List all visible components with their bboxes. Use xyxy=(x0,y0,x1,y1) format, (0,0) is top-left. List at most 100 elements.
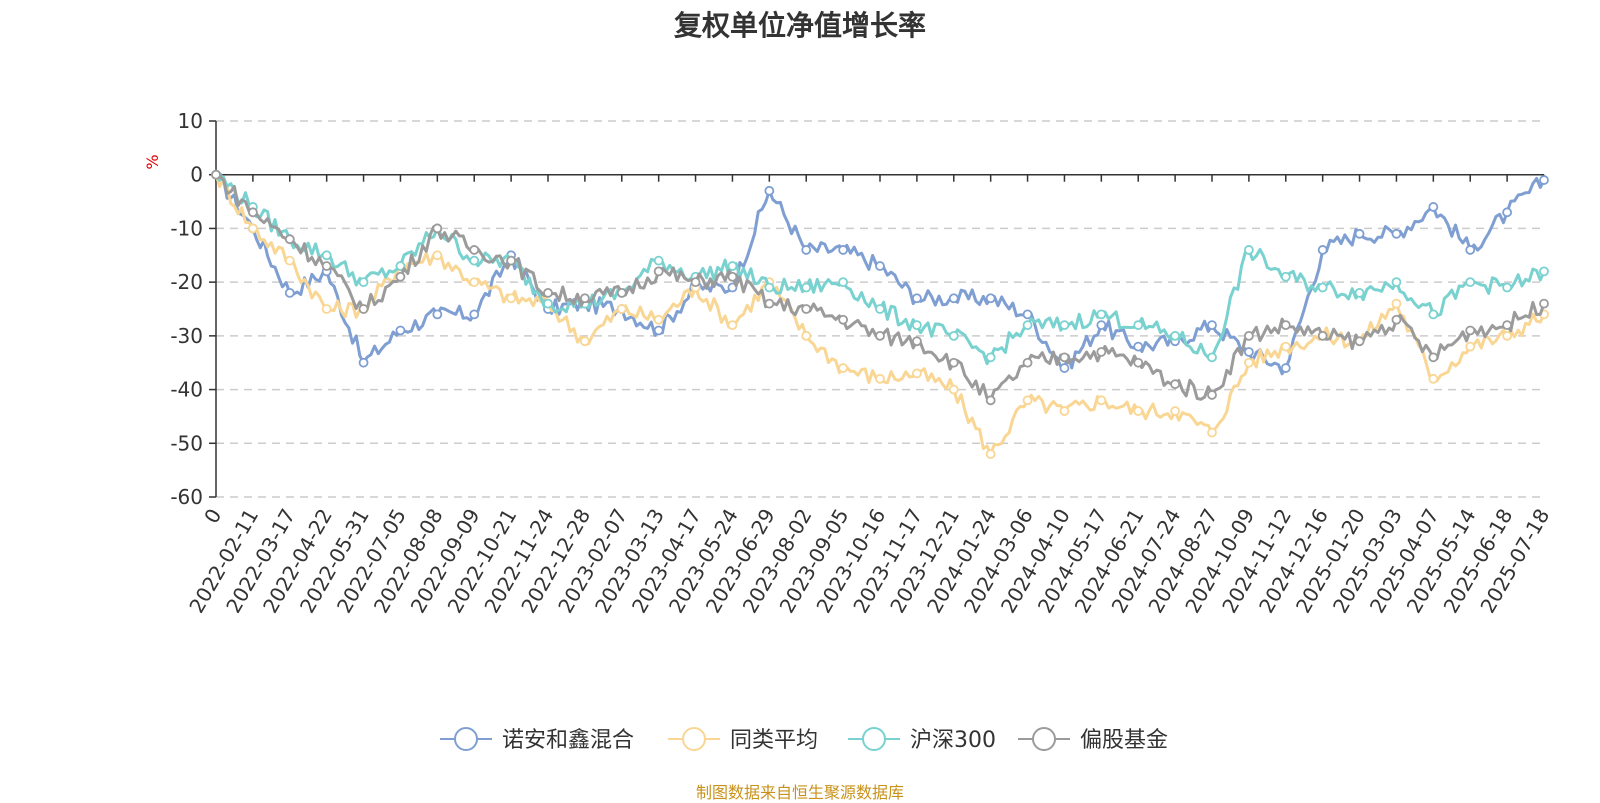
data-point[interactable] xyxy=(1280,341,1291,352)
data-point[interactable] xyxy=(1280,363,1291,373)
data-point[interactable] xyxy=(1096,320,1107,331)
data-point[interactable] xyxy=(1243,357,1254,368)
data-point[interactable] xyxy=(1539,266,1549,277)
data-point[interactable] xyxy=(985,395,996,406)
data-point[interactable] xyxy=(764,185,775,196)
data-point[interactable] xyxy=(358,304,369,314)
data-point[interactable] xyxy=(801,304,812,314)
data-point[interactable] xyxy=(1428,373,1439,384)
data-point[interactable] xyxy=(1465,245,1476,255)
data-point[interactable] xyxy=(1317,245,1328,255)
data-point[interactable] xyxy=(838,245,849,255)
data-point[interactable] xyxy=(1502,207,1513,218)
data-point[interactable] xyxy=(1280,271,1291,282)
data-point[interactable] xyxy=(764,282,775,293)
data-point[interactable] xyxy=(985,449,996,459)
data-point[interactable] xyxy=(1354,228,1365,239)
data-point[interactable] xyxy=(1391,298,1402,309)
data-point[interactable] xyxy=(1096,395,1107,406)
data-point[interactable] xyxy=(1059,320,1070,331)
data-point[interactable] xyxy=(1059,406,1070,416)
data-point[interactable] xyxy=(985,293,996,304)
data-point[interactable] xyxy=(247,207,258,218)
data-point[interactable] xyxy=(1207,320,1217,331)
data-point[interactable] xyxy=(838,277,849,288)
data-point[interactable] xyxy=(1465,277,1476,288)
data-point[interactable] xyxy=(358,277,369,288)
data-point[interactable] xyxy=(543,287,553,298)
data-point[interactable] xyxy=(321,250,332,261)
data-point[interactable] xyxy=(1022,395,1033,406)
data-point[interactable] xyxy=(1133,406,1144,416)
data-point[interactable] xyxy=(506,293,517,304)
data-point[interactable] xyxy=(395,325,406,336)
data-point[interactable] xyxy=(469,255,480,266)
legend-item-1[interactable]: 同类平均 xyxy=(668,727,818,753)
data-point[interactable] xyxy=(1170,406,1181,416)
data-point[interactable] xyxy=(1022,320,1033,331)
data-point[interactable] xyxy=(948,293,959,304)
data-point[interactable] xyxy=(616,304,627,314)
data-point[interactable] xyxy=(1096,347,1107,357)
data-point[interactable] xyxy=(911,293,922,304)
data-point[interactable] xyxy=(1207,352,1217,363)
legend-item-3[interactable]: 偏股基金 xyxy=(1018,727,1168,753)
data-point[interactable] xyxy=(911,368,922,379)
data-point[interactable] xyxy=(1502,282,1513,293)
data-point[interactable] xyxy=(395,271,406,282)
data-point[interactable] xyxy=(911,336,922,347)
data-point[interactable] xyxy=(321,261,332,271)
data-point[interactable] xyxy=(469,245,480,255)
data-point[interactable] xyxy=(1354,336,1365,347)
data-point[interactable] xyxy=(1280,320,1291,331)
data-point[interactable] xyxy=(1539,175,1549,185)
data-point[interactable] xyxy=(838,363,849,373)
data-point[interactable] xyxy=(395,261,406,271)
legend-item-2[interactable]: 沪深300 xyxy=(848,727,996,753)
data-point[interactable] xyxy=(1317,330,1328,341)
data-point[interactable] xyxy=(358,357,369,368)
data-point[interactable] xyxy=(911,320,922,331)
data-point[interactable] xyxy=(801,245,812,255)
data-point[interactable] xyxy=(1243,347,1254,357)
data-point[interactable] xyxy=(543,298,553,309)
data-point[interactable] xyxy=(247,223,258,234)
data-point[interactable] xyxy=(875,373,885,384)
data-point[interactable] xyxy=(432,309,443,320)
data-point[interactable] xyxy=(321,304,332,314)
data-point[interactable] xyxy=(211,169,221,180)
data-point[interactable] xyxy=(1354,287,1365,298)
data-point[interactable] xyxy=(1170,379,1181,390)
data-point[interactable] xyxy=(948,330,959,341)
data-point[interactable] xyxy=(1022,309,1033,320)
data-point[interactable] xyxy=(690,277,701,288)
data-point[interactable] xyxy=(1539,298,1549,309)
data-point[interactable] xyxy=(948,384,959,395)
data-point[interactable] xyxy=(653,314,664,325)
data-point[interactable] xyxy=(875,261,885,271)
data-point[interactable] xyxy=(727,320,738,331)
data-point[interactable] xyxy=(1207,427,1217,438)
data-point[interactable] xyxy=(1133,357,1144,368)
data-point[interactable] xyxy=(1096,309,1107,320)
data-point[interactable] xyxy=(506,255,517,266)
data-point[interactable] xyxy=(1428,352,1439,363)
data-point[interactable] xyxy=(1133,341,1144,352)
data-point[interactable] xyxy=(432,250,443,261)
legend-item-0[interactable]: 诺安和鑫混合 xyxy=(440,727,634,753)
data-point[interactable] xyxy=(469,277,480,288)
data-point[interactable] xyxy=(1428,309,1439,320)
data-point[interactable] xyxy=(616,287,627,298)
data-point[interactable] xyxy=(1428,202,1439,212)
data-point[interactable] xyxy=(1170,330,1181,341)
data-point[interactable] xyxy=(727,271,738,282)
data-point[interactable] xyxy=(653,266,664,277)
data-point[interactable] xyxy=(1391,314,1402,325)
data-point[interactable] xyxy=(432,223,443,234)
data-point[interactable] xyxy=(1207,390,1217,400)
data-point[interactable] xyxy=(579,336,590,347)
data-point[interactable] xyxy=(875,304,885,314)
data-point[interactable] xyxy=(801,282,812,293)
data-point[interactable] xyxy=(469,309,480,320)
data-point[interactable] xyxy=(985,352,996,363)
